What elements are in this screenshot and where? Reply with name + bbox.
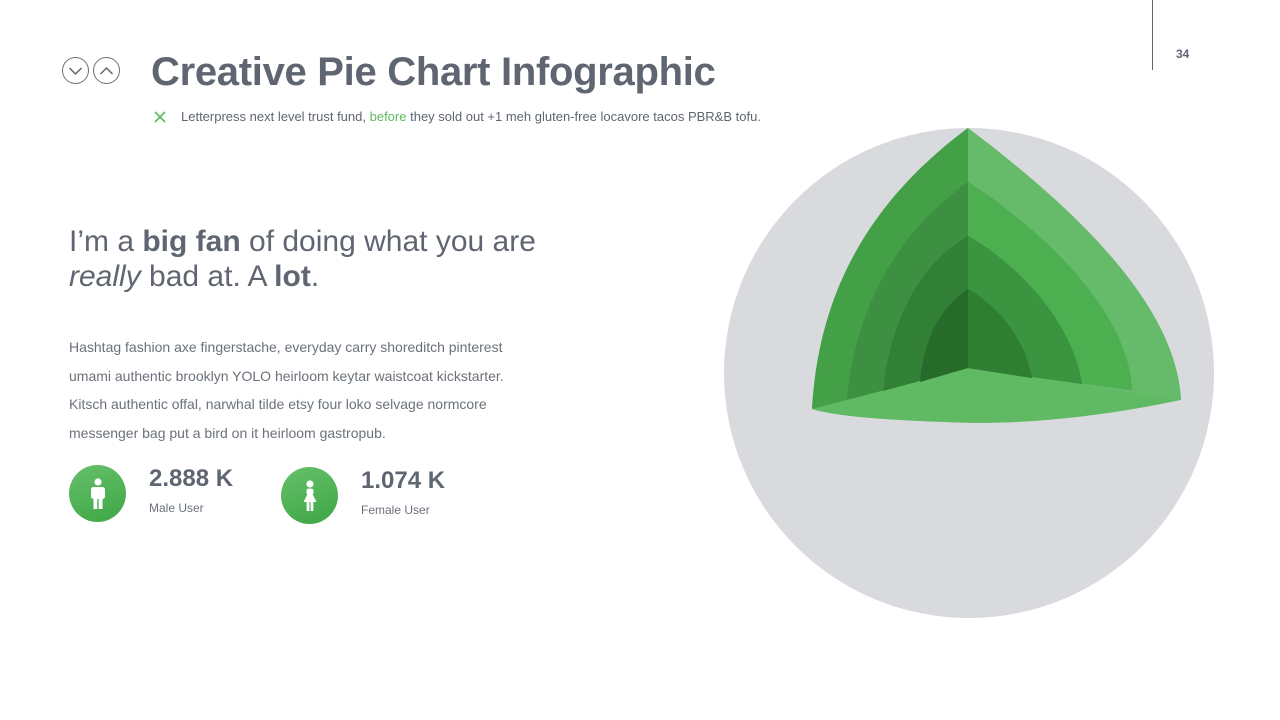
stat-male-users: 2.888 K Male User [69, 465, 233, 522]
stat-label: Female User [361, 503, 430, 517]
stat-value: 2.888 K [149, 465, 234, 492]
page-title: Creative Pie Chart Infographic [151, 50, 716, 94]
chevron-down-icon [68, 66, 83, 75]
stat-text: 1.074 K Female User [361, 467, 445, 517]
female-user-icon [303, 479, 316, 511]
subtitle-highlight: before [369, 109, 407, 124]
stat-value: 1.074 K [361, 467, 446, 494]
headline-bold-lot: lot [274, 260, 311, 293]
headline: I’m a big fan of doing what you are real… [69, 224, 536, 294]
male-user-badge [69, 465, 126, 522]
headline-text: of doing what you are [240, 225, 536, 258]
previous-slide-button[interactable] [62, 57, 89, 84]
stat-label: Male User [149, 501, 204, 515]
page-number: 34 [1176, 47, 1190, 61]
female-user-badge [281, 467, 338, 524]
headline-italic-really: really [69, 260, 141, 293]
stat-female-users: 1.074 K Female User [281, 467, 445, 524]
subtitle: Letterpress next level trust fund, befor… [181, 109, 761, 124]
headline-line-1: I’m a big fan of doing what you are [69, 225, 536, 258]
subtitle-text-start: Letterpress next level trust fund, [181, 109, 370, 124]
headline-bold-big-fan: big fan [142, 225, 241, 258]
headline-text: bad at. A [140, 260, 275, 293]
chevron-up-icon [99, 66, 114, 75]
headline-text: . [310, 260, 320, 293]
headline-text: I’m a [69, 225, 143, 258]
next-slide-button[interactable] [93, 57, 120, 84]
slide-nav [62, 57, 120, 84]
subtitle-text-end: they sold out +1 meh gluten-free locavor… [406, 109, 761, 124]
stat-text: 2.888 K Male User [149, 465, 233, 515]
body-paragraph: Hashtag fashion axe fingerstache, everyd… [69, 339, 504, 441]
header-divider [1152, 0, 1153, 70]
male-user-icon [90, 477, 105, 509]
layer-4-right [968, 289, 1032, 378]
close-icon [154, 110, 166, 123]
layered-sphere-graphic [724, 128, 1214, 618]
subtitle-row: Letterpress next level trust fund, befor… [153, 109, 761, 124]
headline-line-2: really bad at. A lot. [69, 259, 536, 294]
